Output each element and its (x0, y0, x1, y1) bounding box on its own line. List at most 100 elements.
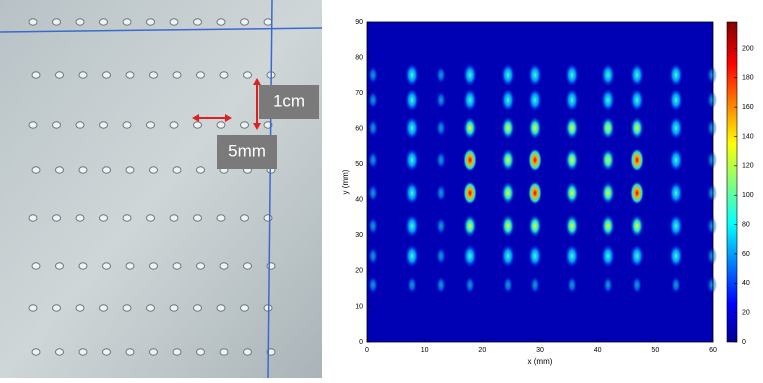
blob (707, 151, 717, 169)
colorbar-tick-label: 140 (742, 133, 754, 140)
blob (368, 247, 378, 265)
blob (565, 214, 579, 238)
blob (528, 88, 542, 112)
dimple (31, 348, 41, 356)
dimple (31, 166, 41, 174)
dimple (149, 71, 158, 79)
colorbar (726, 21, 738, 343)
blob (601, 244, 615, 268)
blob (601, 214, 615, 238)
dimple (196, 166, 205, 174)
dimple (125, 166, 135, 174)
dimple (193, 214, 202, 222)
blob (436, 66, 446, 84)
dimple (169, 121, 179, 129)
y-tick-label: 30 (355, 232, 363, 239)
colorbar-tick-label: 180 (742, 75, 754, 82)
blob (630, 116, 644, 140)
blob (601, 181, 615, 205)
blob (630, 181, 644, 205)
marker-line (0, 27, 323, 33)
dimples (28, 18, 276, 356)
photo (0, 0, 322, 378)
y-tick-label: 90 (355, 19, 363, 26)
x-tick-label: 0 (365, 347, 369, 354)
blob (436, 151, 446, 169)
dimple (55, 348, 64, 356)
dimple (146, 18, 155, 26)
dimple (125, 262, 135, 270)
dimple (172, 71, 182, 79)
blob (436, 247, 446, 265)
annotation-box (259, 85, 319, 119)
blob (528, 214, 542, 238)
y-tick-label: 10 (355, 303, 363, 310)
x-tick-label: 40 (594, 347, 602, 354)
colorbar-tick-label: 120 (742, 163, 754, 170)
dimple (78, 262, 88, 270)
marker-line (267, 0, 273, 379)
blob (707, 91, 717, 109)
x-tick-label: 60 (709, 347, 717, 354)
dimple (169, 214, 179, 222)
dimple (125, 348, 135, 356)
blob (707, 119, 717, 137)
blob (368, 184, 378, 202)
blob (707, 247, 717, 265)
annotation: 5mm (228, 141, 266, 160)
dimple (243, 348, 252, 356)
dimple (31, 262, 41, 270)
blob (565, 116, 579, 140)
blob (601, 63, 615, 87)
annotation: 1cm (273, 91, 305, 110)
dimple (55, 166, 64, 174)
dimple (169, 304, 179, 312)
dimple (196, 348, 205, 356)
colorbar-tick-label: 0 (742, 339, 746, 346)
blob (405, 63, 419, 87)
annotation-box (217, 135, 277, 169)
dimple (99, 214, 108, 222)
dimple (149, 166, 158, 174)
dimple (193, 18, 202, 26)
blob (407, 276, 417, 294)
dimple (122, 304, 132, 312)
dimple (216, 18, 226, 26)
blob (405, 244, 419, 268)
dimple (172, 166, 182, 174)
x-tick-label: 50 (651, 347, 659, 354)
blobs (368, 63, 717, 294)
dimple (28, 121, 38, 129)
blob (632, 276, 642, 294)
blob (669, 63, 683, 87)
dimple (169, 18, 179, 26)
blob (565, 181, 579, 205)
dimple (216, 214, 226, 222)
blob (368, 66, 378, 84)
dimple (193, 121, 202, 129)
blob (528, 116, 542, 140)
dimple (266, 262, 276, 270)
dimple (102, 262, 111, 270)
blob (436, 184, 446, 202)
blob (465, 276, 475, 294)
dimple (78, 348, 88, 356)
dimple (122, 18, 132, 26)
blob (601, 116, 615, 140)
dimple (52, 121, 61, 129)
dimple (99, 18, 108, 26)
blob (528, 181, 542, 205)
dimple (52, 214, 61, 222)
y-tick-label: 70 (355, 90, 363, 97)
dimple (263, 18, 273, 26)
blob (630, 88, 644, 112)
blob (707, 217, 717, 235)
y-tick-label: 80 (355, 54, 363, 61)
x-tick-label: 10 (421, 347, 429, 354)
dimple (172, 348, 182, 356)
dimple (78, 166, 88, 174)
dimple (28, 18, 38, 26)
blob (368, 119, 378, 137)
colorbar-tick-label: 40 (742, 280, 750, 287)
